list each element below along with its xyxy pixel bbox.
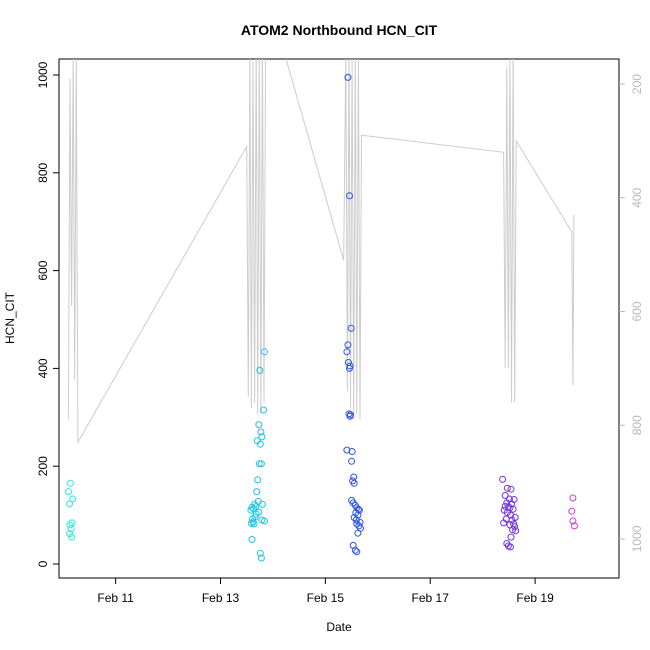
data-point: [346, 192, 353, 200]
data-point: [344, 341, 352, 349]
x-tick-label: Feb 15: [307, 591, 345, 605]
data-point: [509, 526, 517, 534]
data-point: [256, 366, 264, 374]
data-point: [499, 475, 507, 483]
data-point: [352, 516, 360, 524]
y2-tick-label: 1000: [630, 525, 644, 552]
data-point: [261, 517, 268, 525]
data-point: [255, 421, 263, 429]
y-tick-label: 200: [36, 456, 50, 476]
data-point: [343, 348, 351, 356]
data-point: [257, 428, 265, 436]
data-point: [256, 549, 264, 557]
data-point: [500, 519, 508, 527]
data-point: [503, 484, 511, 492]
data-point: [68, 533, 76, 541]
data-point: [507, 485, 515, 493]
y-axis: 0 200 400 600 800 1000: [36, 61, 59, 567]
data-point: [257, 460, 265, 468]
x-axis-label: Date: [326, 620, 352, 634]
data-point: [250, 520, 258, 528]
data-point: [260, 406, 267, 414]
data-point: [66, 500, 73, 508]
x-tick-label: Feb 11: [97, 591, 134, 605]
chart-title: ATOM2 Northbound HCN_CIT: [241, 22, 438, 38]
data-point: [247, 519, 255, 527]
data-point: [248, 536, 256, 543]
data-point: [501, 492, 509, 499]
y-tick-label: 0: [36, 560, 50, 567]
plot-frame: [58, 58, 620, 579]
data-point: [348, 457, 356, 465]
y2-tick-label: 200: [630, 74, 644, 94]
data-point: [351, 546, 359, 554]
data-point: [66, 530, 73, 538]
data-point: [569, 517, 577, 525]
x-tick-label: Feb 19: [516, 591, 554, 605]
data-point: [66, 521, 74, 529]
secondary-series-line: [67, 59, 575, 445]
data-point: [347, 324, 355, 332]
data-point: [503, 499, 511, 507]
data-point: [354, 511, 362, 519]
y-tick-label: 600: [36, 260, 50, 280]
data-point: [350, 479, 358, 487]
scatter-points: [64, 73, 578, 562]
data-point: [67, 479, 74, 487]
data-point: [258, 500, 266, 508]
y2-tick-label: 600: [630, 301, 644, 321]
data-point: [348, 448, 356, 455]
data-point: [568, 507, 576, 515]
data-point: [350, 473, 358, 481]
data-point: [256, 440, 264, 448]
data-point: [507, 543, 514, 551]
data-point: [254, 476, 262, 484]
secondary-y-axis: 200 400 600 800 1000: [619, 74, 644, 552]
data-point: [509, 505, 517, 513]
data-point: [507, 533, 515, 541]
data-point: [64, 488, 72, 496]
data-point: [253, 488, 261, 496]
data-point: [343, 446, 351, 454]
data-point: [258, 433, 266, 441]
y-tick-label: 800: [36, 162, 50, 182]
data-point: [569, 494, 577, 502]
y2-tick-label: 400: [630, 187, 644, 207]
x-tick-label: Feb 13: [202, 591, 240, 605]
data-point: [255, 460, 263, 468]
data-point: [512, 527, 520, 535]
data-point: [344, 73, 352, 81]
data-point: [353, 520, 361, 528]
x-tick-label: Feb 17: [412, 591, 450, 605]
data-point: [247, 506, 255, 514]
y2-tick-label: 800: [630, 415, 644, 435]
data-point: [346, 412, 354, 420]
x-axis: Feb 11 Feb 13 Feb 15 Feb 17 Feb 19: [97, 578, 554, 605]
data-point: [69, 495, 77, 503]
data-point: [570, 522, 578, 530]
data-point: [252, 503, 260, 511]
y-tick-label: 1000: [36, 61, 50, 88]
secondary-line-series: [67, 59, 575, 445]
data-point: [261, 348, 268, 356]
data-point: [501, 502, 509, 510]
data-point: [257, 554, 265, 562]
data-point: [252, 510, 260, 518]
y-axis-label: HCN_CIT: [3, 291, 17, 344]
data-point: [346, 364, 353, 372]
data-point: [353, 548, 361, 556]
data-point: [354, 529, 362, 537]
data-point: [67, 525, 75, 533]
y-tick-label: 400: [36, 358, 50, 378]
